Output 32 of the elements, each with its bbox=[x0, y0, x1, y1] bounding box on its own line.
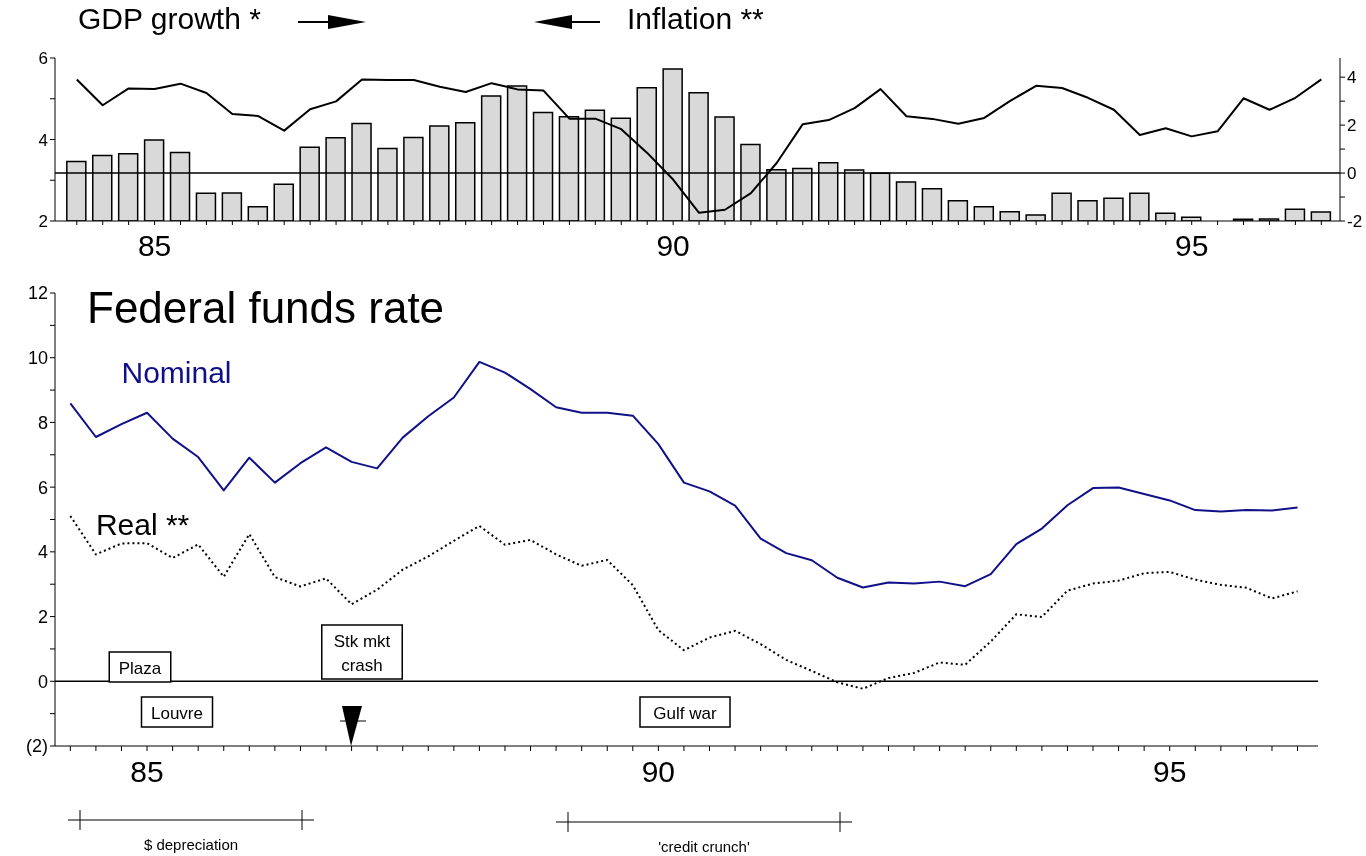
y-tick-label: 12 bbox=[27, 283, 48, 304]
annotation: Stk mkt crash bbox=[333, 632, 391, 675]
x-tick-label: 90 bbox=[656, 229, 690, 263]
y-tick-label: 2 bbox=[37, 606, 48, 627]
x-tick-label: 95 bbox=[1175, 229, 1209, 263]
y2-tick-label: 0 bbox=[1347, 164, 1357, 184]
y2-tick-label: 4 bbox=[1347, 68, 1357, 88]
y-tick-label: 4 bbox=[37, 542, 48, 563]
y-tick-label: (2) bbox=[26, 736, 48, 757]
text: $ depreciation bbox=[143, 836, 239, 853]
annotation: Louvre bbox=[151, 704, 203, 723]
y-tick-label: 8 bbox=[37, 412, 48, 433]
text: GDP growth * bbox=[78, 2, 261, 36]
series-label: Real ** bbox=[95, 508, 190, 542]
x-tick-label: 90 bbox=[641, 755, 676, 789]
chart-title: Federal funds rate bbox=[87, 283, 445, 332]
text: Inflation ** bbox=[627, 2, 764, 36]
y2-tick-label: -2 bbox=[1347, 212, 1363, 232]
y-tick-label: 6 bbox=[38, 49, 48, 69]
y-tick-label: 0 bbox=[37, 671, 48, 692]
y2-tick-label: 2 bbox=[1347, 116, 1357, 136]
y-tick-label: 4 bbox=[38, 130, 48, 150]
series-label: Nominal bbox=[121, 355, 232, 389]
text: 'credit crunch' bbox=[658, 838, 750, 855]
y-tick-label: 10 bbox=[27, 348, 48, 369]
annotation: Gulf war bbox=[653, 704, 717, 723]
x-tick-label: 85 bbox=[137, 229, 172, 263]
x-tick-label: 85 bbox=[130, 755, 164, 789]
y-tick-label: 6 bbox=[37, 477, 48, 498]
annotation: Plaza bbox=[118, 659, 162, 678]
x-tick-label: 95 bbox=[1153, 755, 1187, 789]
y-tick-label: 2 bbox=[38, 212, 48, 232]
